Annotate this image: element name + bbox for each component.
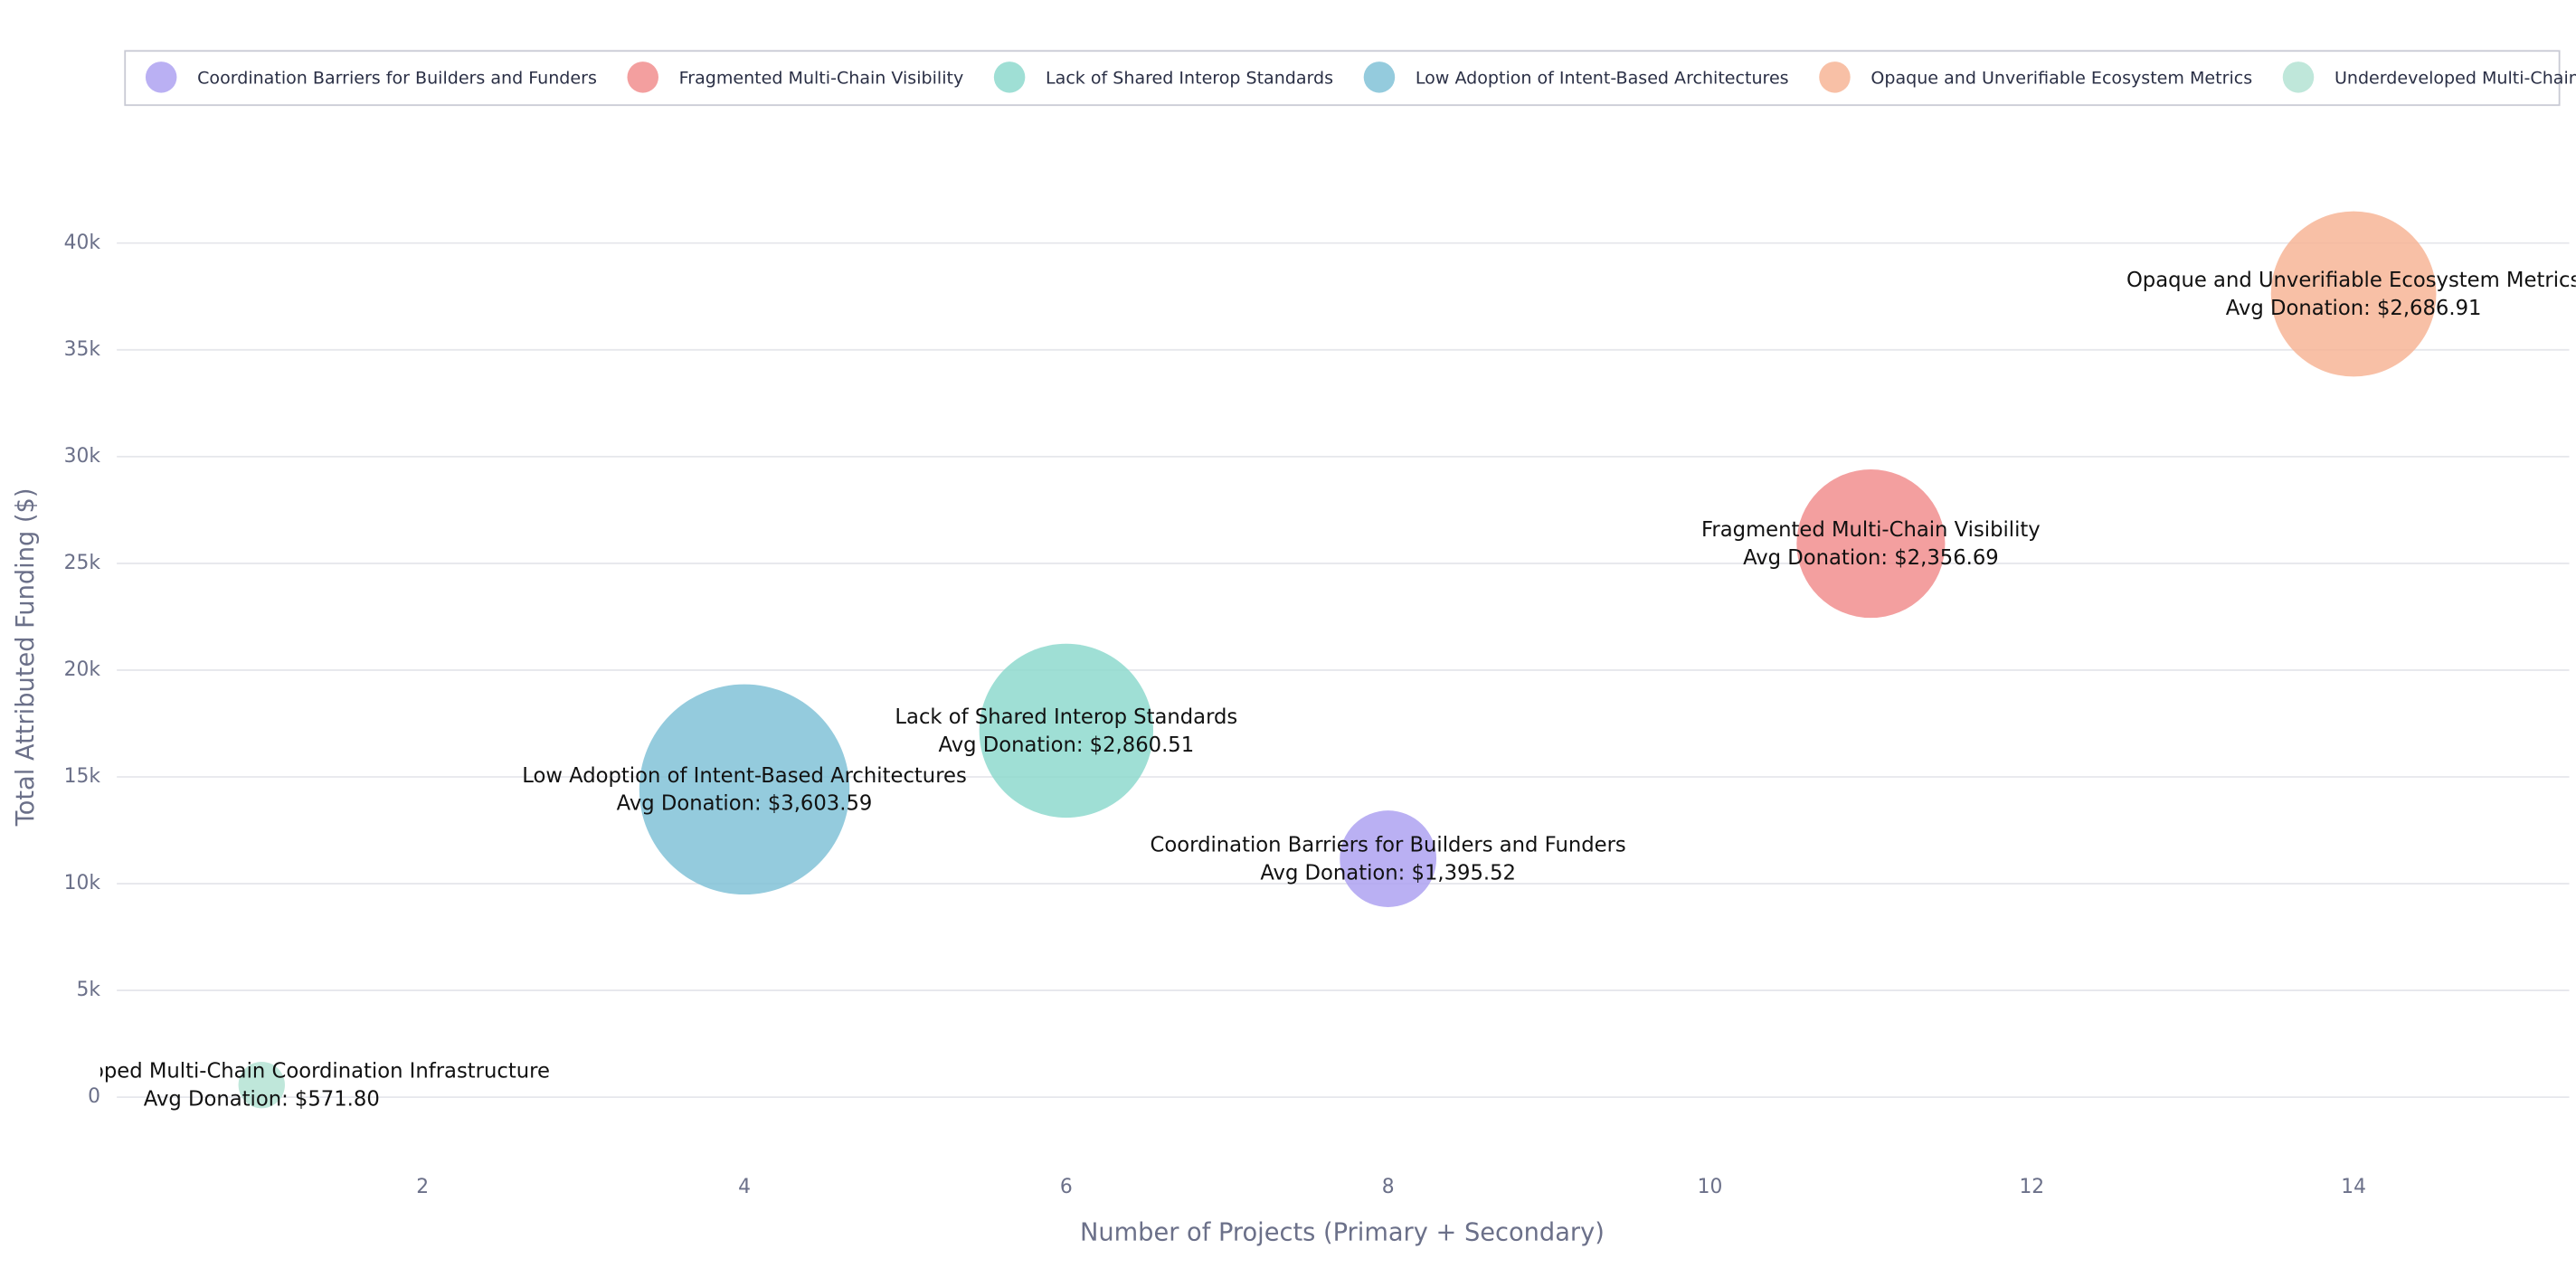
data-label-name: Fragmented Multi-Chain Visibility bbox=[1701, 518, 2041, 542]
y-tick-label: 40k bbox=[64, 232, 101, 254]
x-tick-label: 14 bbox=[2341, 1176, 2366, 1198]
legend-marker bbox=[627, 62, 658, 93]
y-tick-label: 0 bbox=[88, 1085, 100, 1108]
legend-label: Coordination Barriers for Builders and F… bbox=[197, 69, 597, 89]
x-tick-label: 4 bbox=[738, 1176, 751, 1198]
y-tick-label: 25k bbox=[64, 552, 101, 574]
data-label-value: Avg Donation: $2,686.91 bbox=[2226, 297, 2482, 320]
bubble bbox=[639, 684, 850, 895]
x-tick-label: 10 bbox=[1698, 1176, 1723, 1198]
y-tick-label: 30k bbox=[64, 445, 101, 468]
bubble bbox=[238, 1061, 285, 1109]
legend-marker bbox=[145, 62, 177, 93]
legend-label: Lack of Shared Interop Standards bbox=[1046, 69, 1333, 89]
legend-box bbox=[124, 50, 2561, 107]
y-axis-title: Total Attributed Funding ($) bbox=[12, 488, 40, 828]
legend: Coordination Barriers for Builders and F… bbox=[145, 62, 2576, 93]
data-label-value: Avg Donation: $1,395.52 bbox=[1260, 861, 1516, 885]
bubble bbox=[2270, 211, 2437, 377]
y-tick-label: 15k bbox=[64, 765, 101, 788]
legend-label: Opaque and Unverifiable Ecosystem Metric… bbox=[1870, 69, 2252, 89]
x-axis-title: Number of Projects (Primary + Secondary) bbox=[1080, 1218, 1605, 1246]
legend-marker bbox=[1363, 62, 1396, 93]
y-tick-label: 35k bbox=[64, 338, 101, 361]
data-label-name: Coordination Barriers for Builders and F… bbox=[1151, 834, 1626, 857]
x-tick-label: 2 bbox=[416, 1176, 429, 1198]
bubble bbox=[1340, 810, 1437, 907]
data-label-value: Avg Donation: $2,860.51 bbox=[939, 733, 1195, 757]
x-tick-label: 6 bbox=[1060, 1176, 1073, 1198]
grid: 0 5k 10k 15k 20k 25k 30k 35k 40k 2 4 6 8 10 12 14 bbox=[64, 232, 2570, 1198]
legend-marker bbox=[993, 62, 1026, 93]
y-tick-label: 20k bbox=[64, 658, 101, 681]
plot-area: Coordination Barriers for Builders and F… bbox=[0, 211, 2576, 1111]
data-label-name: Underdeveloped Multi-Chain Coordination … bbox=[0, 1060, 550, 1083]
data-label-value: Avg Donation: $2,356.69 bbox=[1743, 546, 1999, 570]
legend-label: Underdeveloped Multi-Chain Coordination … bbox=[2334, 69, 2576, 89]
data-label-value: Avg Donation: $3,603.59 bbox=[617, 792, 873, 816]
legend-marker bbox=[1819, 62, 1851, 93]
y-tick-label: 10k bbox=[64, 872, 101, 894]
x-tick-label: 8 bbox=[1382, 1176, 1395, 1198]
legend-label: Fragmented Multi-Chain Visibility bbox=[679, 69, 964, 89]
data-label-name: Low Adoption of Intent-Based Architectur… bbox=[522, 764, 967, 788]
legend-label: Low Adoption of Intent-Based Architectur… bbox=[1416, 69, 1789, 89]
data-label-name: Opaque and Unverifiable Ecosystem Metric… bbox=[2126, 269, 2576, 292]
bubble bbox=[979, 643, 1154, 819]
y-tick-label: 5k bbox=[77, 979, 101, 1001]
data-label-name: Lack of Shared Interop Standards bbox=[895, 705, 1237, 729]
bubble bbox=[1796, 469, 1946, 619]
data-label-value: Avg Donation: $571.80 bbox=[144, 1087, 380, 1111]
x-tick-label: 12 bbox=[2019, 1176, 2044, 1198]
legend-marker bbox=[2282, 62, 2315, 93]
